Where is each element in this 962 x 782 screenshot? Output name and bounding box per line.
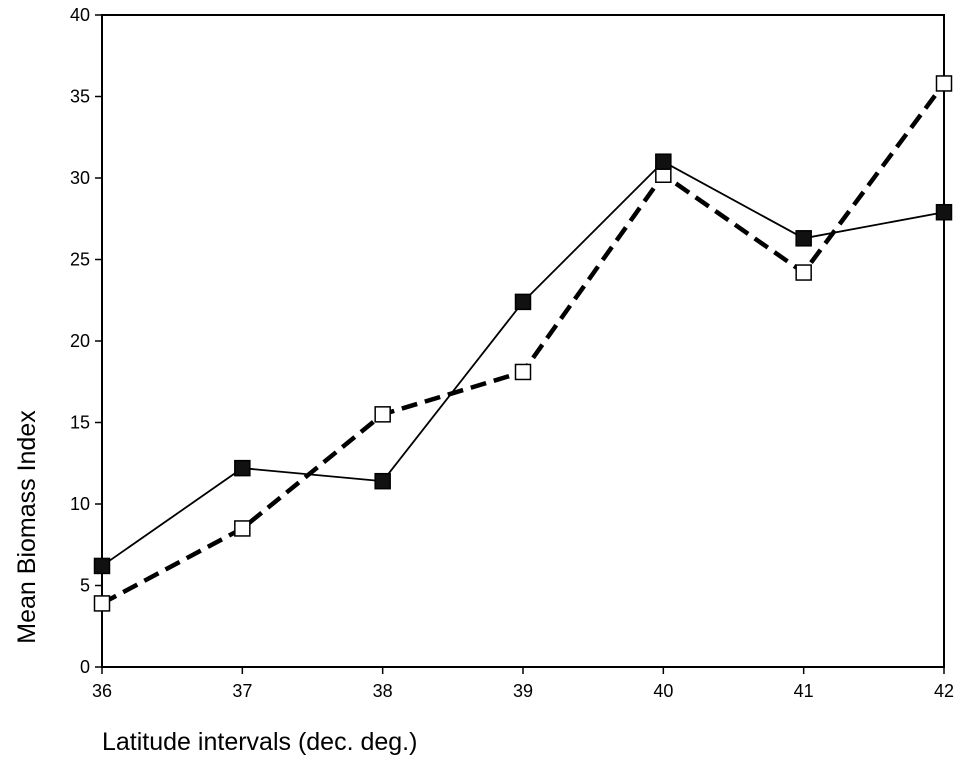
x-tick-label: 36: [92, 681, 112, 701]
axis-ticks: [95, 14, 945, 674]
y-tick-label: 5: [80, 576, 90, 596]
filled-square-marker: [655, 153, 672, 170]
open-square-marker: [374, 406, 391, 423]
filled-square-marker: [234, 459, 251, 477]
y-tick-label: 35: [70, 87, 90, 107]
series-2: [93, 75, 953, 612]
x-tick-label: 39: [513, 681, 533, 701]
series-1: [93, 153, 953, 575]
x-tick-label: 37: [232, 681, 252, 701]
series-line: [100, 82, 946, 606]
y-tick-label: 10: [70, 494, 90, 514]
filled-square-marker: [93, 557, 111, 575]
y-tick-label: 20: [70, 331, 90, 351]
y-tick-label: 30: [70, 168, 90, 188]
filled-square-marker: [514, 293, 532, 311]
x-tick-label: 42: [934, 681, 954, 701]
y-tick-label: 25: [70, 250, 90, 270]
open-square-marker: [935, 75, 953, 92]
open-square-marker: [514, 363, 532, 381]
filled-square-marker: [935, 203, 953, 221]
axis-tick-labels: 36 37 38 39 40 41 42 0 5 10 15 20 25 30 35 40: [70, 5, 954, 701]
open-square-marker: [795, 264, 812, 281]
y-tick-label: 15: [70, 413, 90, 433]
filled-square-marker: [374, 472, 391, 490]
y-axis-title: Mean Biomass Index: [13, 410, 41, 644]
open-square-marker: [93, 595, 111, 612]
open-square-marker: [234, 520, 251, 537]
y-tick-label: 40: [70, 5, 90, 25]
y-tick-label: 0: [80, 657, 90, 677]
x-axis-title: Latitude intervals (dec. deg.): [102, 728, 417, 756]
filled-square-marker: [795, 230, 812, 247]
series-layer: [93, 75, 953, 612]
x-tick-label: 38: [373, 681, 393, 701]
x-tick-label: 41: [794, 681, 814, 701]
x-tick-label: 40: [653, 681, 673, 701]
plot-frame: [101, 14, 945, 668]
